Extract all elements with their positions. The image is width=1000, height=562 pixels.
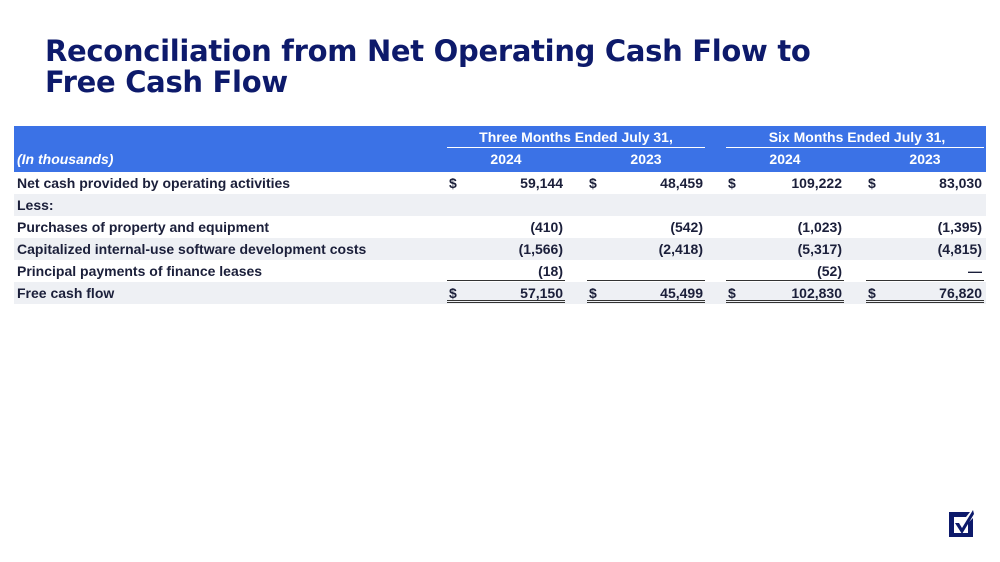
cell-value: (2,418) (658, 241, 703, 257)
table-body: Net cash provided by operating activitie… (14, 172, 986, 304)
unit-label: (In thousands) (17, 151, 114, 167)
table-cell: $48,459 (587, 172, 705, 194)
three-months-header: Three Months Ended July 31, (479, 129, 673, 145)
year-header: 2024 (490, 151, 522, 167)
table-cell: $109,222 (726, 172, 844, 194)
table-cell: (1,566) (447, 238, 565, 260)
currency-symbol: $ (868, 175, 876, 191)
cell-value: 109,222 (791, 175, 842, 191)
year-header: 2023 (909, 151, 941, 167)
table-cell: $76,820 (866, 282, 984, 303)
table-cell: (2,418) (587, 238, 705, 260)
table-header: Three Months Ended July 31, Six Months E… (14, 126, 986, 172)
currency-symbol: $ (449, 285, 457, 301)
table-cell: (4,815) (866, 238, 984, 260)
table-cell: $45,499 (587, 282, 705, 303)
cell-value: — (968, 263, 982, 279)
table-cell: — (866, 260, 984, 281)
row-label: Less: (17, 197, 54, 213)
table-cell: $83,030 (866, 172, 984, 194)
table-cell (726, 194, 844, 216)
table-cell: (18) (447, 260, 565, 281)
table-row: Purchases of property and equipment (410)… (14, 216, 986, 238)
currency-symbol: $ (868, 285, 876, 301)
table-cell (866, 194, 984, 216)
cell-value: 76,820 (939, 285, 982, 301)
row-label: Free cash flow (17, 285, 115, 301)
table-cell: $57,150 (447, 282, 565, 303)
table-row: Capitalized internal-use software develo… (14, 238, 986, 260)
row-label: Capitalized internal-use software develo… (17, 241, 367, 257)
table-cell: (1,395) (866, 216, 984, 238)
table-cell: $102,830 (726, 282, 844, 303)
six-months-header: Six Months Ended July 31, (768, 129, 946, 145)
table-cell (587, 194, 705, 216)
currency-symbol: $ (728, 175, 736, 191)
cell-value: (52) (817, 263, 842, 279)
cell-value: 102,830 (791, 285, 842, 301)
table-row: Net cash provided by operating activitie… (14, 172, 986, 194)
cell-value: (542) (670, 219, 703, 235)
cell-value: (18) (538, 263, 563, 279)
cell-value: 83,030 (939, 175, 982, 191)
year-header: 2024 (769, 151, 801, 167)
table-row: Less: (14, 194, 986, 216)
table-row: Free cash flow $57,150 $45,499 $102,830 $76,… (14, 282, 986, 304)
currency-symbol: $ (589, 175, 597, 191)
currency-symbol: $ (449, 175, 457, 191)
row-label: Purchases of property and equipment (17, 219, 270, 235)
currency-symbol: $ (589, 285, 597, 301)
cell-value: (1,023) (797, 219, 842, 235)
table-cell: (410) (447, 216, 565, 238)
year-header: 2023 (630, 151, 662, 167)
table-cell: (5,317) (726, 238, 844, 260)
table-cell: (542) (587, 216, 705, 238)
cell-value: 48,459 (660, 175, 703, 191)
cell-value: 45,499 (660, 285, 703, 301)
page-title-line-1: Reconciliation from Net Operating Cash F… (45, 34, 811, 68)
table-cell: $59,144 (447, 172, 565, 194)
cell-value: (410) (530, 219, 563, 235)
table-cell: (52) (726, 260, 844, 281)
table-row: Principal payments of finance leases (18)… (14, 260, 986, 282)
cell-value: 59,144 (520, 175, 563, 191)
currency-symbol: $ (728, 285, 736, 301)
page-title-line-2: Free Cash Flow (45, 65, 288, 99)
cell-value: (4,815) (937, 241, 982, 257)
cell-value: 57,150 (520, 285, 563, 301)
table-cell (587, 260, 705, 281)
cell-value: (1,566) (518, 241, 563, 257)
page-title: Reconciliation from Net Operating Cash F… (45, 36, 945, 98)
row-label: Net cash provided by operating activitie… (17, 175, 291, 191)
table-cell (447, 194, 565, 216)
cell-value: (5,317) (797, 241, 842, 257)
cash-flow-table: Three Months Ended July 31, Six Months E… (14, 126, 986, 304)
six-months-rule (726, 147, 984, 148)
checkmark-logo-icon (949, 510, 974, 537)
table-cell: (1,023) (726, 216, 844, 238)
cell-value: (1,395) (937, 219, 982, 235)
three-months-rule (447, 147, 705, 148)
row-label: Principal payments of finance leases (17, 263, 263, 279)
